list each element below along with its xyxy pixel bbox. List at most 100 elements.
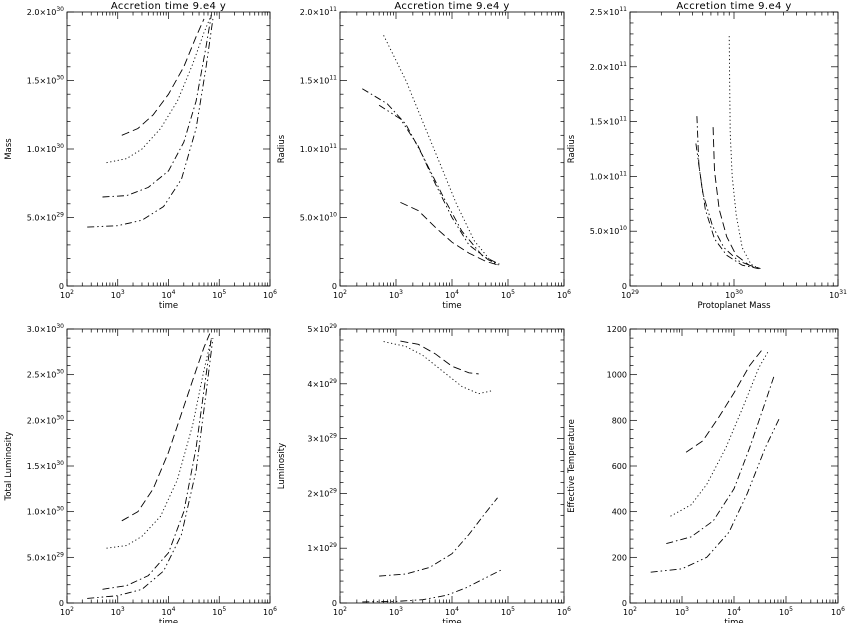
y-tick-label: 800 bbox=[612, 416, 627, 425]
y-tick-label: 1.5×1030 bbox=[27, 75, 64, 86]
y-tick-label: 1×1029 bbox=[307, 542, 337, 553]
series-line-dashed bbox=[121, 333, 211, 522]
x-tick-label: 104 bbox=[445, 289, 459, 300]
series-line-dashdot bbox=[666, 374, 775, 545]
series-line-dashdot bbox=[379, 497, 498, 577]
x-tick-label: 102 bbox=[623, 606, 637, 617]
y-tick-label: 2.0×1030 bbox=[27, 6, 64, 17]
y-tick-label: 5×1029 bbox=[307, 323, 337, 334]
series-line-dotted bbox=[383, 341, 494, 395]
panel-4: 102 103 104 105 106 0 5.0×1029 1.0×1030 1.5×1030… bbox=[4, 323, 277, 623]
series-line-dashdotdot bbox=[87, 338, 214, 599]
y-tick-label: 600 bbox=[612, 462, 627, 471]
y-tick-label: 0 bbox=[59, 282, 64, 291]
series-group bbox=[362, 340, 502, 603]
y-tick-label: 1.0×1030 bbox=[27, 143, 64, 154]
panel-2: 102 103 104 105 106 0 5.0×1010 1.0×1011 1.5×1011… bbox=[277, 1, 571, 311]
plot-frame bbox=[629, 11, 839, 287]
series-group bbox=[87, 333, 214, 599]
series-line-dashdotdot bbox=[378, 104, 500, 265]
x-tick-label: 106 bbox=[557, 289, 571, 300]
y-tick-label: 5.0×1010 bbox=[300, 212, 337, 223]
y-tick-label: 1.5×1030 bbox=[27, 460, 64, 471]
y-tick-label: 3×1029 bbox=[307, 433, 337, 444]
y-tick-label: 0 bbox=[622, 599, 627, 608]
y-tick-label: 0 bbox=[622, 282, 627, 291]
y-tick-label: 2.0×1011 bbox=[300, 6, 337, 17]
x-axis-label: time bbox=[159, 618, 178, 623]
y-tick-label: 0 bbox=[332, 282, 337, 291]
series-line-dotted bbox=[728, 36, 761, 270]
series-line-dashdotdot bbox=[362, 569, 502, 603]
series-line-dashed bbox=[400, 340, 479, 375]
y-axis-label: Total Luminosity bbox=[4, 432, 14, 502]
x-axis-label: time bbox=[442, 618, 461, 623]
y-tick-label: 0 bbox=[332, 599, 337, 608]
x-tick-label: 105 bbox=[779, 606, 793, 617]
series-group bbox=[87, 14, 214, 228]
plot-frame bbox=[339, 328, 565, 604]
series-line-dashdotdot bbox=[650, 417, 780, 573]
series-line-dashdotdot bbox=[87, 18, 214, 228]
y-axis-label: Radius bbox=[277, 134, 287, 163]
chart-title: Accretion time 9.e4 y bbox=[394, 1, 509, 12]
y-tick-label: 1200 bbox=[607, 325, 627, 334]
x-tick-label: 102 bbox=[333, 289, 347, 300]
plot-frame bbox=[339, 11, 565, 287]
series-line-dashed bbox=[400, 201, 500, 266]
chart-title: Accretion time 9.e4 y bbox=[676, 1, 791, 12]
series-line-dashdot bbox=[102, 14, 212, 198]
series-line-dashed bbox=[685, 349, 763, 453]
x-tick-label: 105 bbox=[212, 289, 226, 300]
x-tick-label: 104 bbox=[727, 606, 741, 617]
panel-5: 102 103 104 105 106 0 1×1029 2×1029 3×1029 4×1029… bbox=[277, 323, 571, 623]
series-group bbox=[362, 35, 500, 266]
x-tick-label: 106 bbox=[557, 606, 571, 617]
x-tick-label: 103 bbox=[111, 289, 125, 300]
y-axis-label: Luminosity bbox=[277, 443, 287, 489]
series-line-dotted bbox=[106, 337, 212, 549]
y-tick-label: 5.0×1010 bbox=[590, 225, 627, 236]
x-axis-label: time bbox=[442, 301, 461, 311]
series-line-dashdot bbox=[362, 88, 500, 265]
x-tick-label: 106 bbox=[263, 289, 277, 300]
y-tick-label: 0 bbox=[59, 599, 64, 608]
x-axis-label: time bbox=[724, 618, 743, 623]
y-tick-label: 200 bbox=[612, 553, 627, 562]
y-axis-label: Mass bbox=[4, 138, 14, 160]
panel-1: 102 103 104 105 106 0 5.0×1029 1.0×1030 1.5×1030… bbox=[4, 1, 277, 311]
y-tick-label: 1.5×1011 bbox=[590, 116, 627, 127]
panel-3: 1029 1030 1031 0 5.0×1010 1.0×1011 1.5×1011 2.0… bbox=[567, 1, 847, 311]
y-tick-label: 2.5×1030 bbox=[27, 369, 64, 380]
x-tick-label: 102 bbox=[60, 606, 74, 617]
plot-frame bbox=[66, 328, 271, 604]
y-axis-label: Radius bbox=[567, 134, 577, 163]
series-line-dotted bbox=[106, 14, 212, 164]
y-tick-label: 2.0×1030 bbox=[27, 414, 64, 425]
plot-frame bbox=[629, 328, 839, 604]
x-tick-label: 104 bbox=[445, 606, 459, 617]
y-tick-label: 4×1029 bbox=[307, 378, 337, 389]
x-tick-label: 105 bbox=[501, 606, 515, 617]
x-tick-label: 105 bbox=[501, 289, 515, 300]
y-tick-label: 1.0×1030 bbox=[27, 506, 64, 517]
x-tick-label: 102 bbox=[60, 289, 74, 300]
x-tick-label: 103 bbox=[675, 606, 689, 617]
y-tick-label: 2×1029 bbox=[307, 487, 337, 498]
x-axis-label: time bbox=[159, 301, 178, 311]
y-tick-label: 1.0×1011 bbox=[590, 170, 627, 181]
y-tick-label: 2.5×1011 bbox=[590, 6, 627, 17]
y-tick-label: 400 bbox=[612, 508, 627, 517]
y-tick-label: 3.0×1030 bbox=[27, 323, 64, 334]
y-tick-label: 1.5×1011 bbox=[300, 75, 337, 86]
x-tick-label: 106 bbox=[831, 606, 845, 617]
panel-6: 102 103 104 105 106 0 200 400 600 800 1000 1200 time… bbox=[567, 325, 845, 623]
x-tick-label: 1030 bbox=[725, 289, 743, 300]
x-tick-label: 105 bbox=[212, 606, 226, 617]
series-line-dotted bbox=[383, 35, 500, 266]
y-tick-label: 1.0×1011 bbox=[300, 143, 337, 154]
x-tick-label: 104 bbox=[161, 289, 175, 300]
series-line-dashdotdot bbox=[695, 143, 761, 269]
x-tick-label: 103 bbox=[389, 289, 403, 300]
